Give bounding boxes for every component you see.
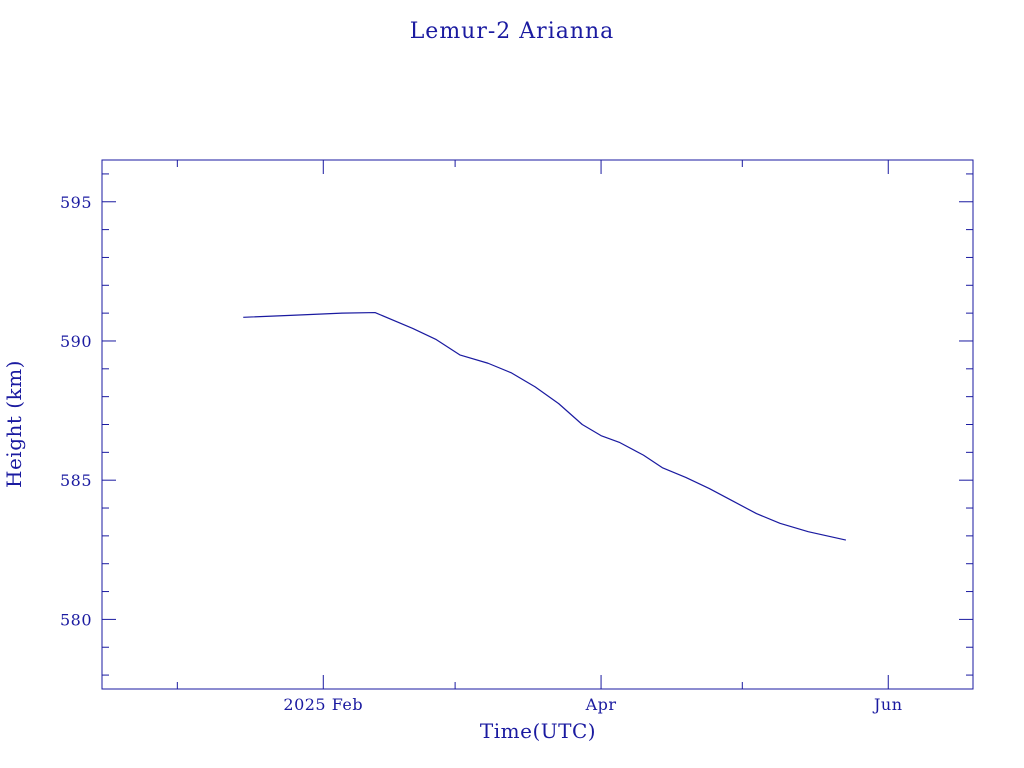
x-tick-label: Apr: [585, 695, 617, 714]
series-group: [243, 311, 847, 541]
x-tick-label: 2025 Feb: [283, 695, 363, 714]
chart-title: Lemur-2 Arianna: [410, 19, 615, 44]
y-tick-labels: 580 585 590 595: [60, 193, 92, 630]
y-tick-label: 595: [60, 193, 92, 212]
plot-frame: [101, 159, 974, 690]
y-axis-label: Height (km): [2, 360, 26, 488]
y-tick-label: 585: [60, 471, 92, 490]
axis-ticks: [102, 160, 973, 689]
y-tick-label: 580: [60, 610, 92, 629]
x-tick-label: Jun: [872, 695, 903, 714]
x-axis-label: Time(UTC): [480, 719, 596, 743]
x-tick-labels: 2025 Feb Apr Jun: [283, 695, 902, 714]
y-tick-label: 590: [60, 332, 92, 351]
height-series-line: [243, 311, 847, 541]
